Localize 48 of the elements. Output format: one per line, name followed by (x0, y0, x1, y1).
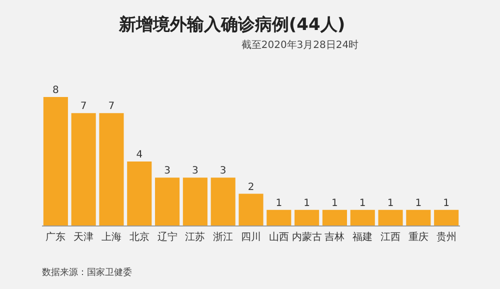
x-tick-label: 江西 (380, 231, 401, 243)
data-label: 4 (136, 150, 143, 160)
bar (127, 162, 152, 226)
data-label: 2 (248, 182, 254, 193)
bar (43, 97, 68, 226)
x-tick-label: 天津 (74, 231, 94, 243)
chart-title: 新增境外输入确诊病例(44人) (118, 15, 346, 35)
chart-subtitle: 截至2020年3月28日24时 (241, 39, 359, 51)
x-tick-label: 四川 (241, 231, 261, 243)
bar (99, 113, 124, 226)
source-note: 数据来源：国家卫健委 (42, 267, 132, 278)
bar (294, 210, 320, 226)
data-label: 3 (164, 166, 170, 177)
data-label: 1 (332, 198, 338, 209)
x-tick-label: 广东 (46, 231, 66, 243)
bar (350, 210, 375, 226)
data-label: 7 (108, 101, 115, 112)
x-tick-label: 浙江 (213, 231, 234, 243)
x-tick-label: 内蒙古 (292, 231, 322, 243)
bar (182, 178, 208, 226)
x-tick-label: 贵州 (436, 231, 456, 243)
x-tick-label: 江苏 (185, 231, 206, 243)
data-label: 3 (220, 166, 226, 177)
x-tick-label: 山西 (268, 231, 289, 243)
data-label: 1 (276, 198, 282, 209)
data-label: 3 (192, 166, 198, 177)
bar (210, 178, 236, 226)
x-tick-label: 重庆 (408, 231, 428, 243)
bar (406, 210, 431, 226)
data-label: 1 (415, 198, 422, 209)
data-label: 8 (52, 85, 59, 96)
bar (434, 210, 459, 226)
x-tick-label: 上海 (101, 231, 122, 243)
data-label: 1 (304, 198, 310, 209)
x-tick-label: 北京 (129, 231, 150, 243)
data-label: 1 (443, 198, 450, 209)
data-label: 1 (387, 198, 394, 209)
x-tick-label: 福建 (352, 231, 373, 243)
bar (378, 210, 403, 226)
bar (322, 210, 347, 226)
bar (238, 194, 264, 226)
x-tick-label: 吉林 (324, 231, 345, 243)
data-label: 1 (359, 198, 366, 209)
x-tick-label: 辽宁 (157, 231, 178, 243)
bar (71, 113, 96, 226)
bar (266, 210, 292, 226)
bar (155, 178, 180, 226)
data-label: 7 (80, 101, 87, 112)
